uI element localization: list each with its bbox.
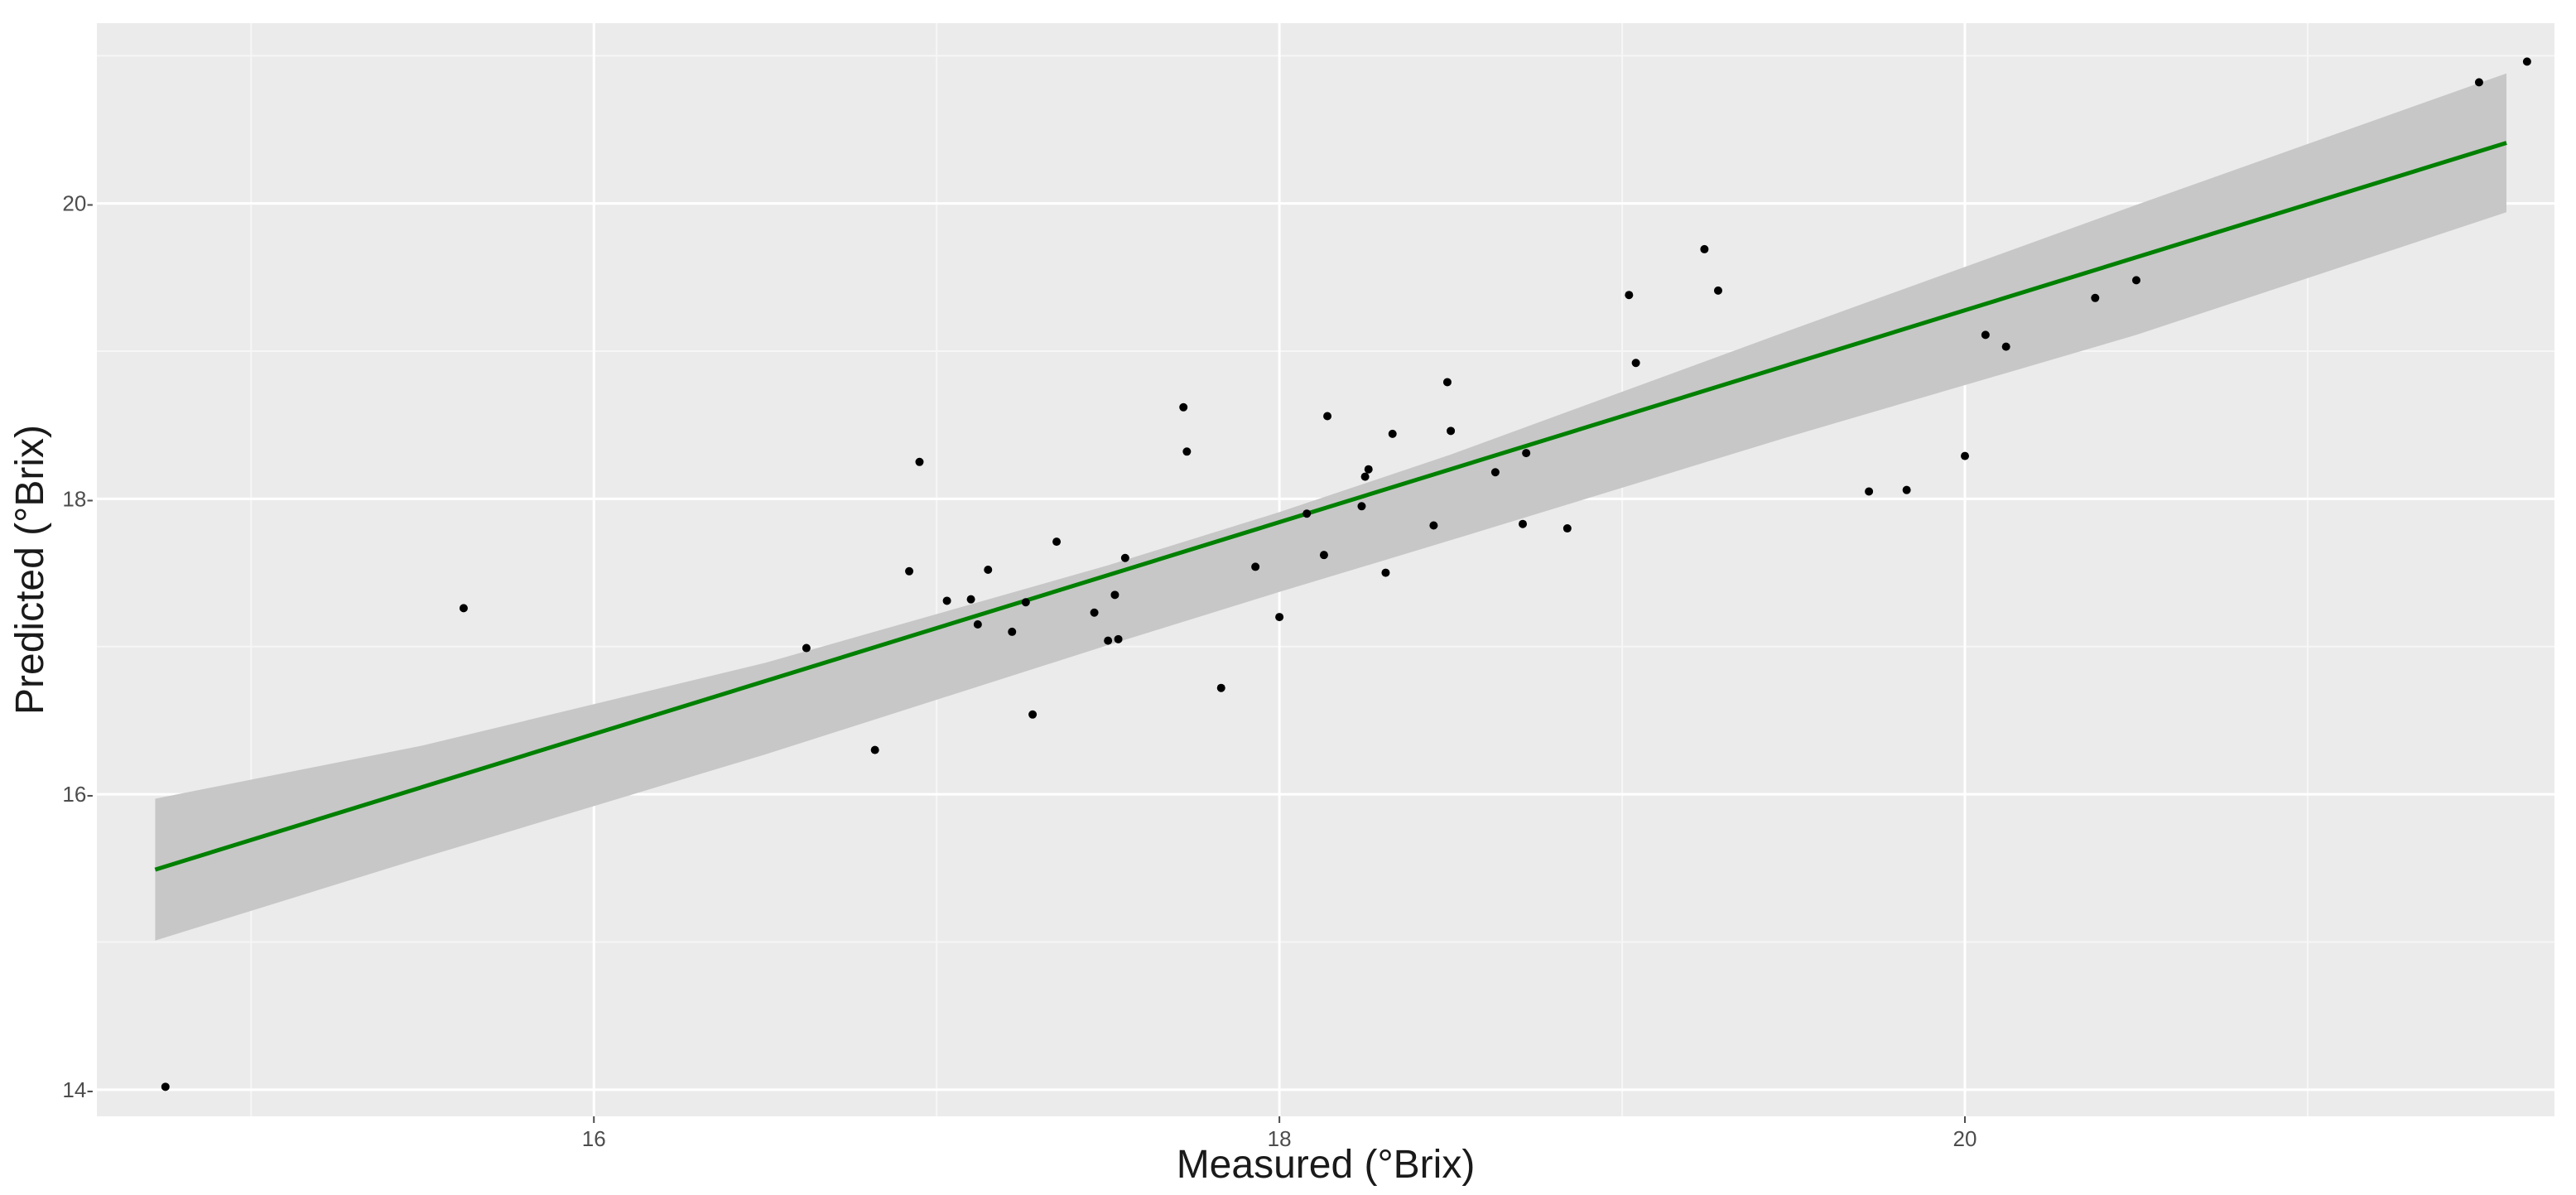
data-point	[459, 604, 468, 613]
data-point	[973, 620, 982, 629]
data-point	[984, 566, 993, 574]
data-point	[1182, 447, 1192, 456]
data-point	[2131, 276, 2140, 285]
data-point	[1360, 472, 1370, 481]
data-point	[1028, 710, 1038, 719]
x-axis-ticks: 16 18 20	[582, 1116, 1977, 1151]
data-point	[2001, 342, 2010, 351]
data-point	[1216, 683, 1225, 692]
data-point	[1302, 509, 1312, 518]
data-point	[1052, 537, 1062, 547]
y-axis-title: Predicted (°Brix)	[8, 425, 52, 715]
data-points	[161, 57, 2531, 1091]
x-tick-label: 20	[1953, 1126, 1977, 1151]
data-point	[1442, 378, 1452, 387]
data-point	[161, 1082, 170, 1091]
data-point	[1364, 465, 1373, 474]
y-tick-label: 14-	[62, 1077, 94, 1102]
data-point	[1008, 627, 1017, 636]
data-point	[905, 566, 914, 576]
y-tick-label: 16-	[62, 782, 94, 807]
data-point	[1114, 634, 1123, 643]
data-point	[1961, 451, 1970, 460]
y-tick-label: 20-	[62, 191, 94, 216]
data-point	[1522, 449, 1531, 458]
data-point	[1519, 519, 1528, 528]
data-point	[1713, 286, 1722, 295]
y-axis-ticks: 14- 16- 18- 20-	[62, 191, 94, 1102]
data-point	[1179, 402, 1188, 412]
x-axis-title: Measured (°Brix)	[1177, 1143, 1476, 1187]
data-point	[1381, 568, 1390, 577]
y-tick-label: 18-	[62, 486, 94, 511]
x-tick-label: 16	[582, 1126, 606, 1151]
data-point	[1319, 551, 1328, 560]
data-point	[1447, 426, 1456, 436]
regression-line	[154, 141, 2507, 872]
data-point	[915, 457, 924, 466]
data-point	[1120, 553, 1129, 562]
data-point	[870, 745, 879, 754]
data-point	[802, 643, 811, 653]
data-point	[1902, 485, 1911, 494]
data-point	[942, 596, 951, 605]
data-point	[1090, 608, 1099, 617]
data-point	[2522, 57, 2531, 66]
data-point	[1251, 562, 1260, 571]
data-point	[1625, 291, 1634, 300]
data-point	[1104, 636, 1113, 645]
data-point	[1323, 412, 1332, 421]
data-point	[1388, 429, 1397, 438]
data-point	[1700, 244, 1709, 253]
data-point	[1275, 613, 1284, 622]
data-point	[1021, 598, 1030, 607]
data-point	[966, 595, 975, 604]
data-point	[1490, 468, 1500, 477]
data-point	[1429, 521, 1438, 530]
data-point	[1562, 524, 1572, 533]
data-point	[1357, 502, 1366, 511]
data-point	[1110, 590, 1119, 600]
data-point	[1631, 359, 1640, 368]
data-point	[2474, 78, 2483, 87]
x-tick-label: 18	[1268, 1126, 1292, 1151]
data-point	[1865, 487, 1874, 496]
data-point	[1981, 330, 1990, 340]
data-point	[2091, 293, 2100, 302]
